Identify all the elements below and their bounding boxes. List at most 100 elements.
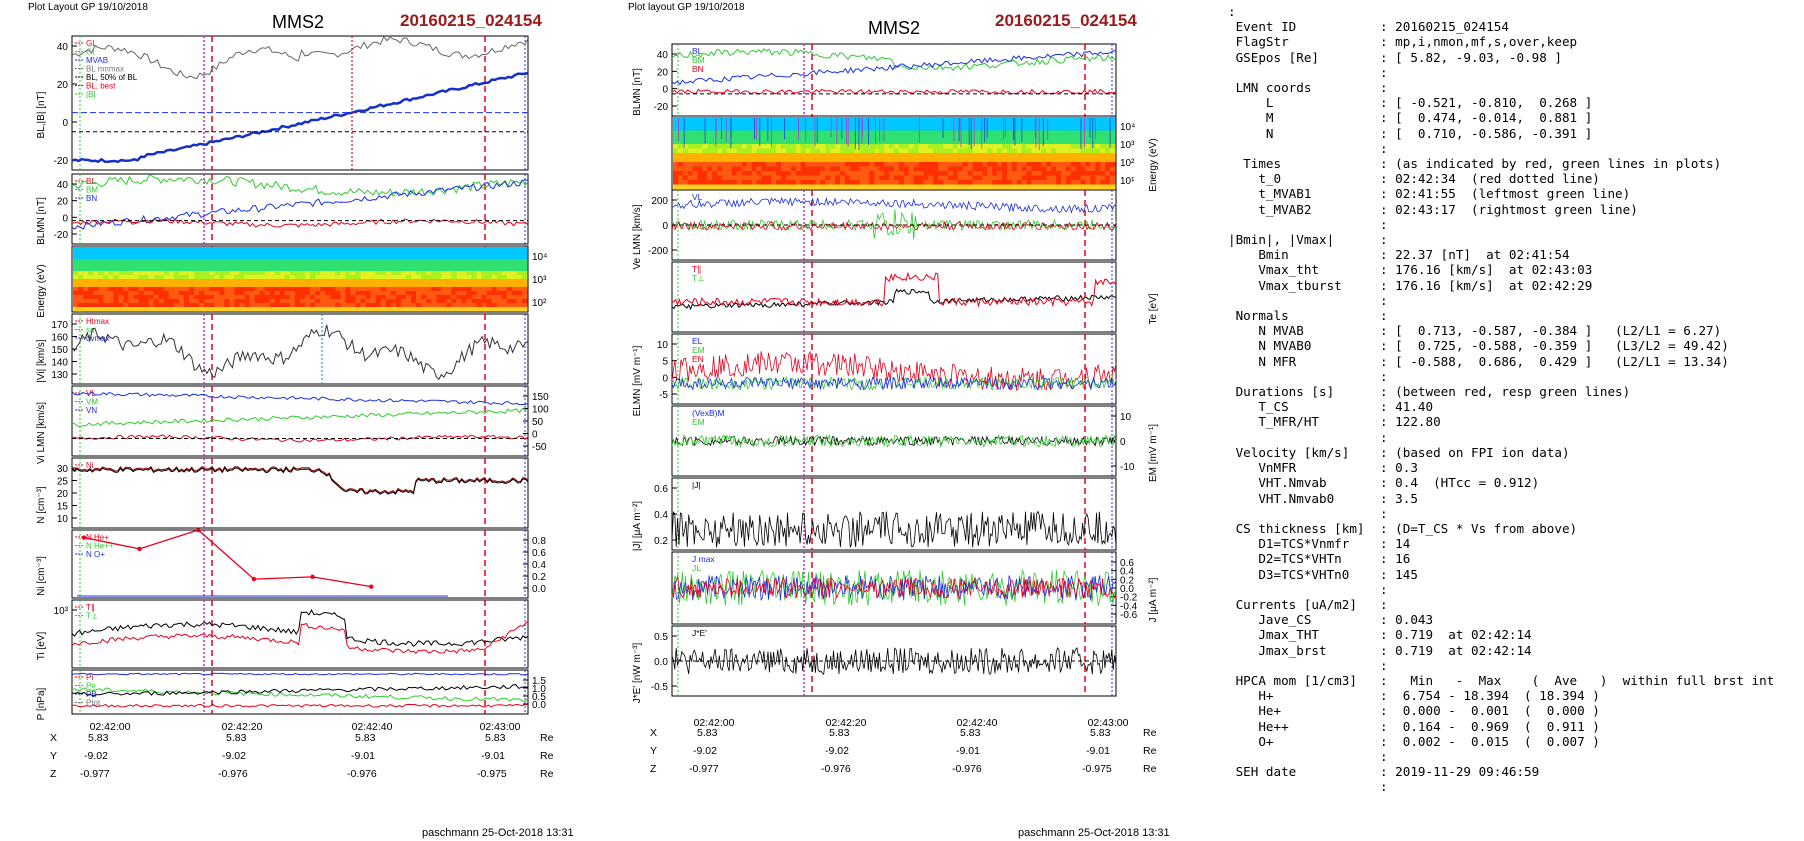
spectrogram-cell: [310, 299, 316, 304]
spectrogram-cell: [330, 267, 336, 272]
tick-label: 10²: [532, 298, 547, 309]
spectrogram-cell: [214, 283, 220, 288]
spectrogram-cell: [766, 175, 772, 181]
spectrogram-cell: [355, 299, 362, 304]
spectrogram-cell: [148, 307, 155, 312]
spectrogram-cell: [928, 148, 934, 154]
summary-key: Velocity [km/s]: [1228, 444, 1350, 460]
spectrogram-cell: [345, 307, 351, 312]
spectrogram-cell: [820, 175, 826, 181]
spectrogram-cell: [98, 267, 104, 272]
spectrogram-cell: [244, 251, 251, 256]
spectrogram-cell: [918, 184, 925, 190]
spectrogram-cell: [259, 303, 266, 308]
spectrogram-cell: [1041, 171, 1047, 177]
spectrogram-cell: [756, 117, 762, 123]
spectrogram-cell: [365, 251, 372, 256]
spectrogram-cell: [400, 247, 407, 252]
spectrogram-cell: [395, 279, 402, 284]
spectrogram-cell: [712, 184, 718, 190]
summary-key: O+: [1228, 733, 1274, 749]
spectrogram-cell: [209, 291, 215, 296]
summary-value: : 122.80: [1380, 414, 1441, 430]
spectrogram-cell: [849, 184, 856, 190]
spectrogram-cell: [761, 153, 767, 159]
tick-label: 20: [657, 67, 669, 78]
spectrogram-cell: [325, 291, 331, 296]
spectrogram-cell: [898, 121, 905, 127]
spectrogram-cell: [682, 162, 689, 168]
spectrogram-cell: [746, 148, 753, 154]
time-tick-label: 02:42:40: [352, 721, 393, 733]
spectrogram-cell: [516, 303, 523, 308]
spectrogram-cell: [340, 307, 346, 312]
spectrogram-cell: [810, 135, 816, 141]
spectrogram-cell: [113, 295, 119, 300]
spectrogram-cell: [928, 139, 934, 145]
spectrogram-cell: [903, 144, 910, 150]
spectrogram-cell: [1002, 135, 1008, 141]
spectrogram-cell: [923, 135, 929, 141]
spectrogram-cell: [1110, 184, 1116, 190]
spectrogram-cell: [736, 148, 743, 154]
spectrogram-cell: [476, 275, 483, 280]
spectrogram-cell: [375, 279, 382, 284]
spectrogram-cell: [491, 303, 498, 308]
spectrogram-cell: [1021, 171, 1028, 177]
spectrogram-cell: [697, 126, 704, 132]
tick-label: 0.4: [654, 510, 668, 521]
spectrogram-cell: [805, 130, 812, 136]
spectrogram-cell: [320, 251, 326, 256]
spectrogram-cell: [431, 251, 437, 256]
spectrogram-cell: [786, 126, 792, 132]
spectrogram-cell: [295, 287, 301, 292]
series-Pi: [72, 684, 529, 697]
spectrogram-cell: [300, 299, 306, 304]
spectrogram-cell: [456, 255, 462, 260]
spectrogram-cell: [903, 184, 910, 190]
spectrogram-cell: [943, 175, 949, 181]
legend-entry: N O+: [86, 550, 105, 559]
spectrogram-cell: [1061, 180, 1067, 186]
spectrogram-cell: [279, 259, 286, 264]
spectrogram-cell: [898, 135, 905, 141]
spectrogram-cell: [204, 295, 210, 300]
spectrogram-cell: [766, 121, 772, 127]
spectrogram-cell: [1036, 148, 1042, 154]
spectrogram-cell: [128, 283, 135, 288]
spectrogram-cell: [522, 299, 528, 304]
spectrogram-cell: [431, 299, 437, 304]
spectrogram-cell: [219, 255, 225, 260]
spectrogram-cell: [239, 275, 246, 280]
spectrogram-cell: [103, 247, 109, 252]
spectrogram-cell: [219, 259, 225, 264]
spectrogram-cell: [335, 287, 341, 292]
panel-ylabel: ELMN [mV m⁻¹]: [632, 345, 643, 416]
spectrogram-cell: [173, 307, 180, 312]
spectrogram-cell: [830, 180, 836, 186]
spectrogram-cell: [194, 255, 200, 260]
spectrogram-cell: [781, 157, 787, 163]
spectrogram-cell: [244, 303, 251, 308]
spectrogram-cell: [731, 135, 738, 141]
spectrogram-cell: [360, 259, 367, 264]
spectrogram-cell: [300, 283, 306, 288]
spectrogram-cell: [864, 144, 870, 150]
spectrogram-cell: [673, 135, 679, 141]
spectrogram-cell: [133, 255, 140, 260]
spectrogram-cell: [395, 251, 402, 256]
series-BL-lmn: [71, 179, 529, 230]
spectrogram-cell: [1016, 184, 1023, 190]
spectrogram-cell: [761, 126, 767, 132]
spectrogram-cell: [204, 291, 210, 296]
spectrogram-cell: [1080, 126, 1087, 132]
spectrogram-cell: [441, 299, 447, 304]
spectrogram-cell: [1007, 153, 1013, 159]
spectrogram-cell: [421, 287, 427, 292]
spectrogram-cell: [952, 162, 959, 168]
spectrogram-cell: [320, 299, 326, 304]
spectrogram-cell: [879, 175, 885, 181]
spectrogram-cell: [133, 295, 140, 300]
spectrogram-cell: [168, 307, 175, 312]
spectrogram-cell: [1002, 153, 1008, 159]
